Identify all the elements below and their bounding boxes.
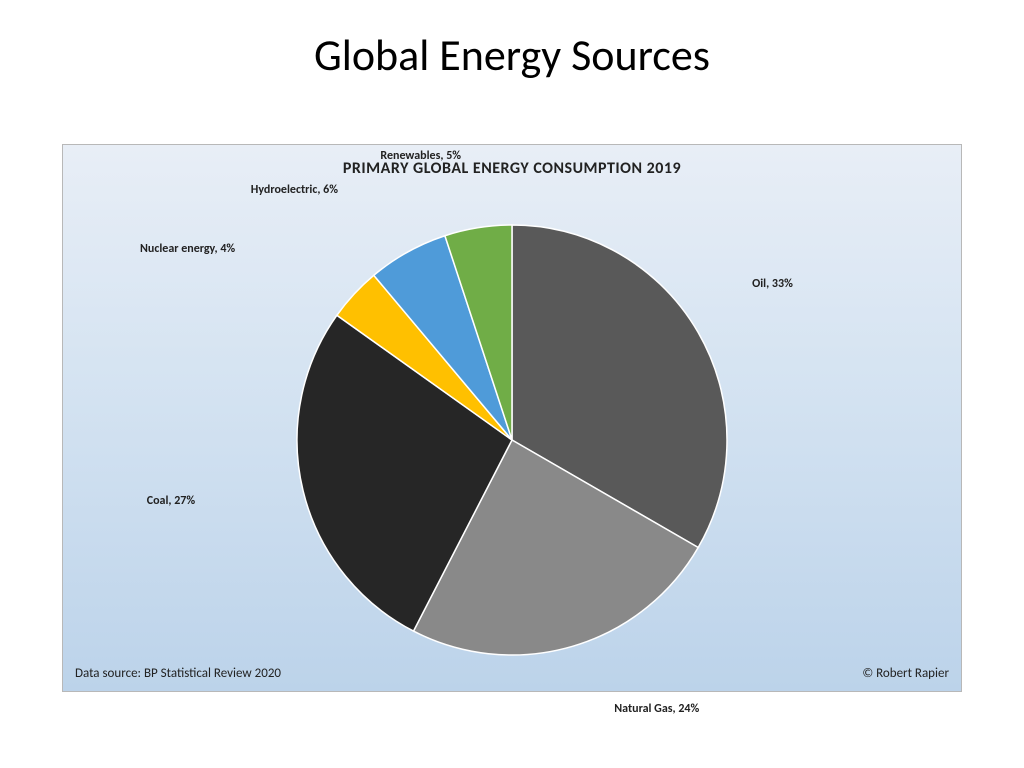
slice-label-renewables: Renewables, 5% [380,149,461,163]
footer-credit: © Robert Rapier [862,666,949,681]
slice-label-natural-gas: Natural Gas, 24% [614,702,699,716]
chart-frame: PRIMARY GLOBAL ENERGY CONSUMPTION 2019 O… [62,144,962,692]
page-title: Global Energy Sources [0,0,1024,106]
slice-label-coal: Coal, 27% [147,494,195,508]
pie-chart [292,220,732,660]
footer-source: Data source: BP Statistical Review 2020 [75,666,281,681]
slide: Global Energy Sources PRIMARY GLOBAL ENE… [0,0,1024,768]
chart-title: PRIMARY GLOBAL ENERGY CONSUMPTION 2019 [63,145,961,178]
slice-label-hydroelectric: Hydroelectric, 6% [251,183,338,197]
slice-label-nuclear-energy: Nuclear energy, 4% [140,242,235,256]
pie-svg [292,220,732,660]
slice-label-oil: Oil, 33% [752,277,793,291]
